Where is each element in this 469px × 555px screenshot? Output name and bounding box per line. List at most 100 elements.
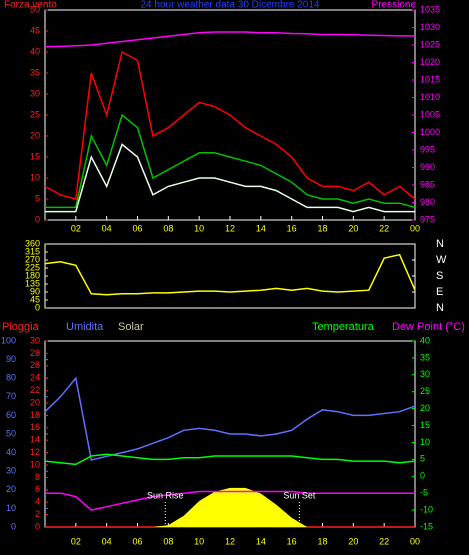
y3-tick-label: 14 [30,435,40,445]
legend-label: Pioggia [2,321,40,333]
y-tick-label: 30 [30,88,40,98]
y2-tick-label: 1030 [420,22,440,32]
y2-tick-label: -15 [420,521,433,531]
y3-tick-label: 10 [30,459,40,469]
y2-tick-label: W [436,254,447,266]
y3-tick-label: 18 [30,410,40,420]
y-tick-label: 30 [6,466,16,476]
y-tick-label: 15 [30,151,40,161]
y2-tick-label: 1000 [420,127,440,137]
x-tick-label: 04 [102,223,112,233]
x-tick-label: 22 [379,536,389,546]
y2-tick-label: 985 [420,179,435,189]
y-tick-label: 5 [35,193,40,203]
y2-tick-label: 1025 [420,39,440,49]
legend-label: Temperatura [312,321,375,333]
y-axis-label: Forza vento [4,0,57,11]
x-tick-label: 16 [287,536,297,546]
x-tick-label: 12 [225,536,235,546]
y2-tick-label: 25 [420,386,430,396]
x-tick-label: 08 [163,223,173,233]
x-tick-label: 16 [287,223,297,233]
line [44,31,415,48]
y2-tick-label: 20 [420,403,430,413]
line [44,376,416,461]
y3-tick-label: 8 [35,472,40,482]
y3-tick-label: 2 [35,509,40,519]
y-tick-label: 45 [30,294,40,304]
y-tick-label: 50 [30,4,40,14]
line [45,113,416,209]
y2-tick-label: 40 [420,335,430,345]
y2-tick-label: 35 [420,352,430,362]
y2-tick-label: 1035 [420,4,440,14]
y-tick-label: 270 [25,254,40,264]
y3-tick-label: 0 [35,521,40,531]
y2-tick-label: 1010 [420,92,440,102]
y2-tick-label: 1005 [420,109,440,119]
y-tick-label: 315 [25,246,40,256]
y-tick-label: 225 [25,262,40,272]
y2-tick-label: 15 [420,420,430,430]
x-tick-label: 00 [410,536,420,546]
y2-tick-label: 30 [420,369,430,379]
y2-tick-label: -10 [420,504,433,514]
line [45,143,415,213]
y-tick-label: 45 [30,25,40,35]
y2-tick-label: S [436,270,443,282]
x-tick-label: 02 [71,223,81,233]
y2-tick-label: 10 [420,437,430,447]
y-tick-label: 40 [6,447,16,457]
y3-tick-label: 26 [30,360,40,370]
y-tick-label: 10 [30,172,40,182]
y-tick-label: 0 [11,521,16,531]
y-tick-label: 90 [30,286,40,296]
x-tick-label: 12 [225,223,235,233]
y2-tick-label: E [436,286,443,298]
x-tick-label: 06 [132,536,142,546]
y2-tick-label: N [436,302,444,314]
y2-tick-label: 995 [420,144,435,154]
x-tick-label: 14 [256,536,266,546]
legend-label: Solar [118,321,144,333]
area [45,487,415,527]
line [44,453,416,466]
x-tick-label: 18 [317,223,327,233]
y-tick-label: 0 [35,302,40,312]
y-tick-label: 20 [30,130,40,140]
y-tick-label: 35 [30,67,40,77]
x-tick-label: 04 [102,536,112,546]
x-tick-label: 10 [194,223,204,233]
y2-axis-label: Pressione [372,0,417,11]
x-tick-label: 08 [163,536,173,546]
y-tick-label: 50 [6,428,16,438]
y2-tick-label: N [436,238,444,250]
y2-tick-label: 990 [420,162,435,172]
y2-tick-label: 0 [420,471,425,481]
legend-label: Dew Point (°C) [392,321,465,333]
x-tick-label: 06 [132,223,142,233]
y3-tick-label: 12 [30,447,40,457]
y-tick-label: 360 [25,238,40,248]
y-tick-label: 180 [25,270,40,280]
y3-tick-label: 16 [30,422,40,432]
x-tick-label: 22 [379,223,389,233]
y2-tick-label: 1020 [420,57,440,67]
annotation: Sun Set [283,490,316,500]
y-tick-label: 40 [30,46,40,56]
x-tick-label: 20 [348,536,358,546]
y-tick-label: 0 [35,214,40,224]
y2-tick-label: 1015 [420,74,440,84]
y3-tick-label: 28 [30,348,40,358]
x-tick-label: 02 [71,536,81,546]
y3-tick-label: 6 [35,484,40,494]
y2-tick-label: 980 [420,197,435,207]
y-tick-label: 100 [1,335,16,345]
y-tick-label: 10 [6,503,16,513]
y2-tick-label: 975 [420,214,435,224]
y3-tick-label: 22 [30,385,40,395]
y-tick-label: 80 [6,373,16,383]
